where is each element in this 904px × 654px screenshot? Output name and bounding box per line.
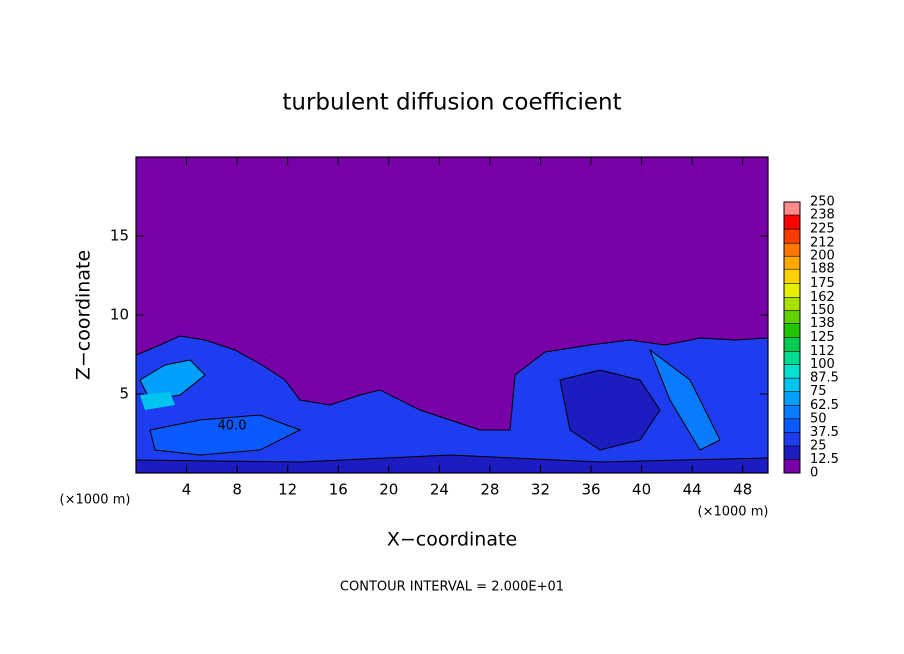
colorbar-tick-label: 250 bbox=[810, 195, 835, 210]
colorbar-tick-label: 62.5 bbox=[810, 398, 839, 413]
colorbar-band bbox=[784, 215, 800, 230]
colorbar-tick-label: 112 bbox=[810, 344, 835, 359]
colorbar-tick-label: 138 bbox=[810, 316, 835, 331]
colorbar-band bbox=[784, 351, 800, 365]
x-tick-label: 8 bbox=[232, 481, 242, 499]
x-tick-label: 36 bbox=[581, 481, 600, 499]
colorbar-tick-label: 0 bbox=[810, 466, 818, 481]
colorbar-tick-label: 200 bbox=[810, 249, 835, 264]
colorbar-band bbox=[784, 269, 800, 284]
colorbar-tick-label: 25 bbox=[810, 438, 827, 453]
colorbar-band bbox=[784, 378, 800, 392]
colorbar-band bbox=[784, 445, 800, 460]
colorbar-tick-label: 212 bbox=[810, 236, 835, 251]
colorbar-band bbox=[784, 243, 800, 257]
x-tick-label: 12 bbox=[278, 481, 297, 499]
colorbar-band bbox=[784, 323, 800, 338]
colorbar-tick-label: 225 bbox=[810, 222, 835, 237]
colorbar-tick-label: 75 bbox=[810, 384, 827, 399]
colorbar-band bbox=[784, 310, 800, 324]
x-tick-label: 44 bbox=[683, 481, 702, 499]
x-unit-label: (×1000 m) bbox=[698, 505, 769, 520]
colorbar-band bbox=[784, 256, 800, 270]
x-tick-label: 40 bbox=[632, 481, 651, 499]
x-tick-label: 32 bbox=[531, 481, 550, 499]
footnote: CONTOUR INTERVAL = 2.000E+01 bbox=[340, 580, 564, 595]
x-tick-label: 16 bbox=[329, 481, 348, 499]
colorbar-tick-label: 50 bbox=[810, 411, 827, 426]
colorbar-tick-label: 238 bbox=[810, 208, 835, 223]
colorbar-band bbox=[784, 364, 800, 379]
y-tick-label: 10 bbox=[110, 306, 129, 324]
x-tick-label: 20 bbox=[379, 481, 398, 499]
y-tick-label: 15 bbox=[110, 227, 129, 245]
contour-label: 40.0 bbox=[218, 419, 247, 434]
x-tick-label: 28 bbox=[480, 481, 499, 499]
colorbar-band bbox=[784, 432, 800, 446]
colorbar-band bbox=[784, 283, 800, 298]
x-tick-label: 24 bbox=[430, 481, 449, 499]
y-axis-label: Z−coordinate bbox=[73, 250, 95, 380]
colorbar-tick-label: 162 bbox=[810, 290, 835, 305]
turbulent-region bbox=[136, 335, 768, 473]
y-tick-label: 5 bbox=[119, 385, 129, 403]
colorbar-band bbox=[784, 405, 800, 419]
chart-title: turbulent diffusion coefficient bbox=[282, 90, 621, 116]
colorbar-band bbox=[784, 418, 800, 433]
x-tick-label: 4 bbox=[182, 481, 192, 499]
colorbar-tick-label: 37.5 bbox=[810, 425, 839, 440]
colorbar-tick-label: 188 bbox=[810, 262, 835, 277]
x-axis-label: X−coordinate bbox=[387, 529, 517, 551]
colorbar-band bbox=[784, 337, 800, 352]
colorbar-band bbox=[784, 202, 800, 216]
colorbar-tick-label: 125 bbox=[810, 330, 835, 345]
x-tick-label: 48 bbox=[733, 481, 752, 499]
colorbar-band bbox=[784, 459, 800, 473]
colorbar-band bbox=[784, 297, 800, 311]
colorbar-tick-label: 100 bbox=[810, 357, 835, 372]
colorbar-tick-label: 87.5 bbox=[810, 371, 839, 386]
colorbar-tick-label: 175 bbox=[810, 276, 835, 291]
colorbar-tick-label: 150 bbox=[810, 303, 835, 318]
colorbar-tick-label: 12.5 bbox=[810, 452, 839, 467]
x-unit-label: (×1000 m) bbox=[60, 493, 131, 508]
colorbar-band bbox=[784, 391, 800, 406]
colorbar-band bbox=[784, 229, 800, 244]
